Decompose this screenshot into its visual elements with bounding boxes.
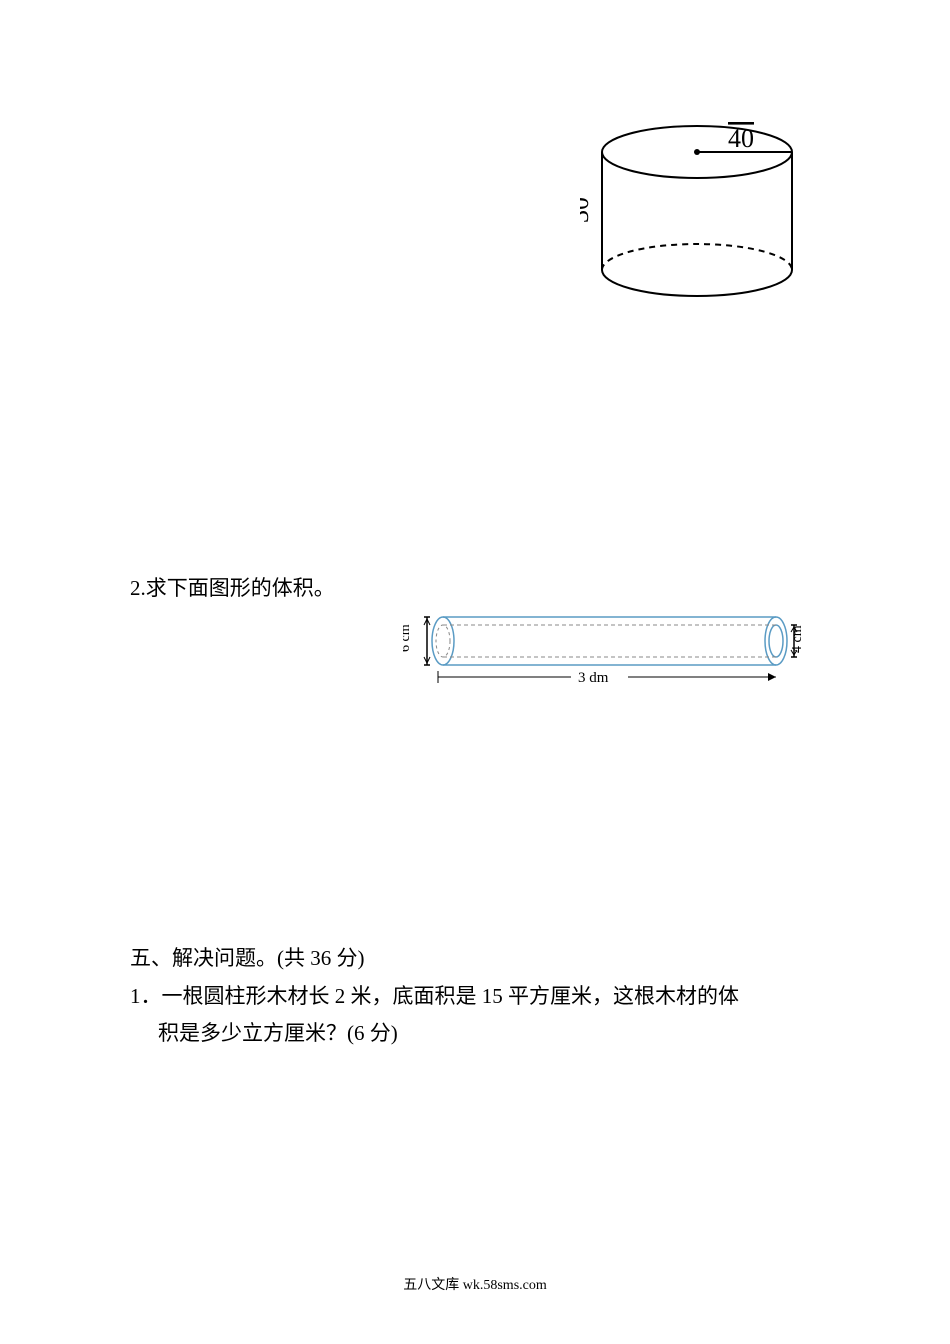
problem-5-1-line2: 积是多少立方厘米？(6 分): [130, 1021, 398, 1045]
problem-2-text: 2.求下面图形的体积。: [130, 572, 335, 602]
cylinder-radius-label: 40: [728, 124, 754, 153]
tube-svg: 6 cm 4 cm 3 dm: [403, 613, 813, 698]
cylinder-figure: 40 30: [580, 115, 795, 305]
page-footer: 五八文库 wk.58sms.com: [0, 1274, 950, 1294]
tube-inner-label: 4 cm: [790, 625, 805, 653]
tube-figure: 6 cm 4 cm 3 dm: [403, 613, 813, 703]
length-arrow-right-head: [768, 673, 776, 681]
tube-right-inner-ellipse: [769, 625, 783, 657]
cylinder-height-label: 30: [580, 197, 594, 223]
section-5-header: 五、解决问题。(共 36 分): [130, 942, 365, 972]
cylinder-bottom-front: [602, 270, 792, 296]
tube-outer-label: 6 cm: [403, 624, 413, 652]
problem-5-1-text: 1．一根圆柱形木材长 2 米，底面积是 15 平方厘米，这根木材的体 积是多少立…: [130, 978, 830, 1052]
problem-5-1-line1: 1．一根圆柱形木材长 2 米，底面积是 15 平方厘米，这根木材的体: [130, 984, 739, 1008]
tube-left-inner-ellipse: [436, 625, 450, 657]
cylinder-bottom-back: [602, 244, 792, 270]
cylinder-svg: 40 30: [580, 115, 795, 300]
tube-left-outer-ellipse: [432, 617, 454, 665]
tube-length-label: 3 dm: [578, 670, 609, 686]
